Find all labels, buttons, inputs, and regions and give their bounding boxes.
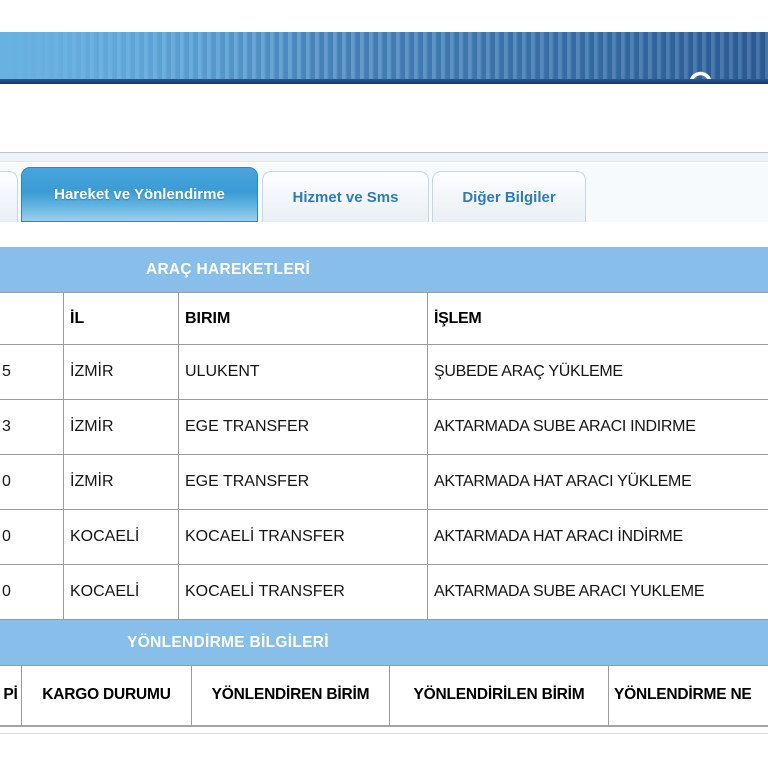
phone-number: 444255 xyxy=(717,83,767,99)
table-cell: EGE TRANSFER xyxy=(178,399,428,455)
table-cell: ŞUBEDE ARAÇ YÜKLEME xyxy=(427,344,768,400)
tab-hareket-ve-yonlendirme[interactable]: Hareket ve Yönlendirme xyxy=(21,167,258,222)
table-header-row: İL BIRIM İŞLEM xyxy=(0,292,768,345)
table-cell: İZMİR xyxy=(63,454,179,510)
table-row: 0 KOCAELİ KOCAELİ TRANSFER AKTARMADA SUB… xyxy=(0,564,768,620)
column-header-time xyxy=(0,292,64,345)
table-cell: 0 xyxy=(0,509,64,565)
headset-icon xyxy=(688,71,713,100)
bottom-divider-line xyxy=(0,733,768,734)
section-title: ARAÇ HAREKETLERİ xyxy=(145,260,311,278)
phone-bold: 255 xyxy=(741,83,767,99)
table-cell: 0 xyxy=(0,454,64,510)
tab-hizmet-ve-sms[interactable]: Hizmet ve Sms xyxy=(262,171,429,222)
tab-strip: Hareket ve Yönlendirme Hizmet ve Sms Diğ… xyxy=(0,163,768,222)
table-cell: 3 xyxy=(0,399,64,455)
table-cell: AKTARMADA HAT ARACI İNDİRME xyxy=(427,509,768,565)
banner-dark-edge xyxy=(0,79,768,84)
table-row: 0 KOCAELİ KOCAELİ TRANSFER AKTARMADA HAT… xyxy=(0,509,768,565)
table-cell: AKTARMADA HAT ARACI YÜKLEME xyxy=(427,454,768,510)
table-cell: KOCAELİ xyxy=(63,564,179,620)
table-cell: İZMİR xyxy=(63,399,179,455)
column-header-birim: BIRIM xyxy=(178,292,428,345)
table-cell: 0 xyxy=(0,564,64,620)
table-cell: İZMİR xyxy=(63,344,179,400)
routing-table: Pİ KARGO DURUMU YÖNLENDİREN BİRİM YÖNLEN… xyxy=(0,665,768,727)
vehicle-movements-table: İL BIRIM İŞLEM 5 İZMİR ULUKENT ŞUBEDE AR… xyxy=(0,292,768,620)
table-cell: ULUKENT xyxy=(178,344,428,400)
tab-partial-left[interactable] xyxy=(0,171,18,222)
column-header-kargo-tipi: Pİ xyxy=(0,665,22,727)
column-header-il: İL xyxy=(63,292,179,345)
table-header-row: Pİ KARGO DURUMU YÖNLENDİREN BİRİM YÖNLEN… xyxy=(0,665,768,727)
tabstrip-top-band xyxy=(0,153,768,162)
table-cell: EGE TRANSFER xyxy=(178,454,428,510)
section-title: YÖNLENDİRME BİLGİLERİ xyxy=(127,633,329,651)
table-cell: AKTARMADA SUBE ARACI INDIRME xyxy=(427,399,768,455)
column-header-kargo-durumu: KARGO DURUMU xyxy=(21,665,192,727)
top-banner: 444255 xyxy=(0,32,768,100)
section-header-arac-hareketleri: ARAÇ HAREKETLERİ xyxy=(0,247,768,292)
table-cell: KOCAELİ TRANSFER xyxy=(178,509,428,565)
section-header-yonlendirme-bilgileri: YÖNLENDİRME BİLGİLERİ xyxy=(0,620,768,665)
phone-prefix: 444 xyxy=(717,84,742,99)
tab-label: Diğer Bilgiler xyxy=(462,188,556,206)
column-header-yonlendirme-nedeni: YÖNLENDİRME NE xyxy=(608,665,768,727)
table-row: 5 İZMİR ULUKENT ŞUBEDE ARAÇ YÜKLEME xyxy=(0,344,768,400)
table-cell: KOCAELİ TRANSFER xyxy=(178,564,428,620)
column-header-yonlendirilen-birim: YÖNLENDİRİLEN BİRİM xyxy=(389,665,609,727)
column-header-islem: İŞLEM xyxy=(427,292,768,345)
table-cell: KOCAELİ xyxy=(63,509,179,565)
table-cell: 5 xyxy=(0,344,64,400)
tab-diger-bilgiler[interactable]: Diğer Bilgiler xyxy=(432,171,586,222)
tab-label: Hizmet ve Sms xyxy=(292,188,399,206)
divider-line xyxy=(0,152,768,153)
table-row: 3 İZMİR EGE TRANSFER AKTARMADA SUBE ARAC… xyxy=(0,399,768,455)
tab-label: Hareket ve Yönlendirme xyxy=(54,186,225,203)
column-header-yonlendiren-birim: YÖNLENDİREN BİRİM xyxy=(191,665,390,727)
table-cell: AKTARMADA SUBE ARACI YUKLEME xyxy=(427,564,768,620)
table-row: 0 İZMİR EGE TRANSFER AKTARMADA HAT ARACI… xyxy=(0,454,768,510)
